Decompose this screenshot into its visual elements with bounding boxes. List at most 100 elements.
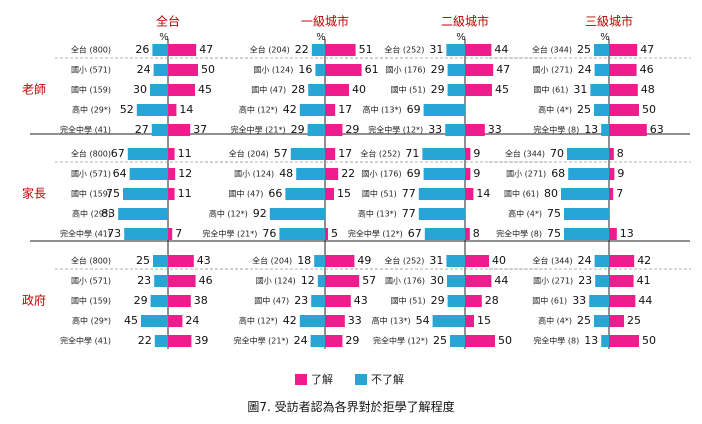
bar-not-understand xyxy=(308,84,325,96)
row-label: 完全中學 (21*) xyxy=(202,229,257,239)
value-label-understand: 61 xyxy=(365,63,379,76)
bar-not-understand xyxy=(279,228,325,240)
value-label-not-understand: 45 xyxy=(124,314,138,327)
column-title: 三級城市 xyxy=(585,14,633,29)
bar-not-understand xyxy=(594,64,609,76)
bar-not-understand xyxy=(141,315,168,327)
legend-swatch-not-understand xyxy=(355,374,367,385)
value-label-not-understand: 13 xyxy=(584,334,598,347)
bar-not-understand xyxy=(424,228,465,240)
bar-not-understand xyxy=(290,148,325,160)
row-label: 完全中學 (41) xyxy=(60,336,111,346)
row-label: 全台 (252) xyxy=(384,256,424,266)
value-label-understand: 50 xyxy=(642,103,656,116)
row-label: 國中 (61) xyxy=(532,296,567,306)
row-label: 完全中學 (8) xyxy=(496,229,542,239)
bar-not-understand xyxy=(423,104,465,116)
value-label-understand: 24 xyxy=(185,314,199,327)
value-label-understand: 37 xyxy=(193,123,207,136)
row-label: 全台 (800) xyxy=(71,45,111,55)
value-label-not-understand: 24 xyxy=(294,334,308,347)
legend-label-not-understand: 不了解 xyxy=(371,372,404,386)
bar-understand xyxy=(609,44,638,56)
bar-not-understand xyxy=(568,168,609,180)
bar-understand xyxy=(609,104,639,116)
value-label-understand: 8 xyxy=(473,227,480,240)
unit-label: % xyxy=(600,32,610,43)
value-label-understand: 33 xyxy=(488,123,502,136)
bar-understand xyxy=(168,104,177,116)
bar-understand xyxy=(609,335,639,347)
value-label-not-understand: 75 xyxy=(547,227,561,240)
row-label: 高中 (13*) xyxy=(358,209,397,219)
value-label-understand: 50 xyxy=(201,63,215,76)
value-label-understand: 41 xyxy=(637,274,651,287)
bar-not-understand xyxy=(446,44,465,56)
value-label-understand: 11 xyxy=(178,147,192,160)
value-label-understand: 40 xyxy=(352,83,366,96)
bar-not-understand xyxy=(418,208,465,220)
bar-understand xyxy=(325,188,334,200)
chart-caption: 圖7. 受訪者認為各界對於拒學了解程度 xyxy=(247,400,455,414)
row-label: 國中 (47) xyxy=(251,85,286,95)
bar-not-understand xyxy=(299,315,325,327)
value-label-understand: 57 xyxy=(362,274,376,287)
bar-not-understand xyxy=(447,275,465,287)
bar-understand xyxy=(465,335,495,347)
row-label: 高中 (12*) xyxy=(209,209,248,219)
bar-not-understand xyxy=(123,188,168,200)
value-label-not-understand: 12 xyxy=(301,274,315,287)
bar-not-understand xyxy=(153,64,168,76)
value-label-not-understand: 18 xyxy=(297,254,311,267)
bar-understand xyxy=(609,168,615,180)
value-label-not-understand: 75 xyxy=(547,207,561,220)
bar-not-understand xyxy=(564,208,609,220)
value-label-not-understand: 29 xyxy=(431,63,445,76)
bar-not-understand xyxy=(432,315,465,327)
value-label-understand: 63 xyxy=(650,123,664,136)
value-label-understand: 9 xyxy=(617,167,624,180)
bar-understand xyxy=(168,64,198,76)
value-label-not-understand: 25 xyxy=(577,314,591,327)
bar-understand xyxy=(609,148,614,160)
value-label-not-understand: 25 xyxy=(136,254,150,267)
value-label-not-understand: 25 xyxy=(577,103,591,116)
column-title: 全台 xyxy=(156,14,180,29)
value-label-not-understand: 69 xyxy=(407,167,421,180)
value-label-understand: 7 xyxy=(175,227,182,240)
value-label-not-understand: 66 xyxy=(268,187,282,200)
value-label-understand: 43 xyxy=(354,294,368,307)
value-label-not-understand: 23 xyxy=(137,274,151,287)
value-label-not-understand: 30 xyxy=(133,83,147,96)
row-label: 全台 (252) xyxy=(360,149,400,159)
bar-not-understand xyxy=(447,64,465,76)
bar-understand xyxy=(325,228,328,240)
bar-understand xyxy=(465,295,482,307)
value-label-not-understand: 31 xyxy=(429,254,443,267)
group-label: 老師 xyxy=(22,83,46,97)
bar-not-understand xyxy=(601,335,609,347)
row-label: 國中 (51) xyxy=(391,85,426,95)
value-label-understand: 29 xyxy=(345,123,359,136)
value-label-understand: 40 xyxy=(492,254,506,267)
bar-not-understand xyxy=(567,148,609,160)
bar-not-understand xyxy=(317,275,325,287)
column-title: 二級城市 xyxy=(441,14,489,29)
bar-not-understand xyxy=(150,295,168,307)
row-label: 高中 (29*) xyxy=(72,209,111,219)
row-label: 國中 (159) xyxy=(71,85,111,95)
value-label-not-understand: 29 xyxy=(134,294,148,307)
value-label-not-understand: 73 xyxy=(107,227,121,240)
value-label-understand: 14 xyxy=(476,187,490,200)
bar-not-understand xyxy=(296,168,325,180)
bar-understand xyxy=(325,104,336,116)
bar-understand xyxy=(325,295,351,307)
value-label-understand: 29 xyxy=(345,334,359,347)
bar-not-understand xyxy=(561,188,609,200)
bar-understand xyxy=(325,84,349,96)
bar-not-understand xyxy=(311,44,325,56)
bar-not-understand xyxy=(595,275,609,287)
value-label-understand: 50 xyxy=(498,334,512,347)
value-label-not-understand: 33 xyxy=(428,123,442,136)
